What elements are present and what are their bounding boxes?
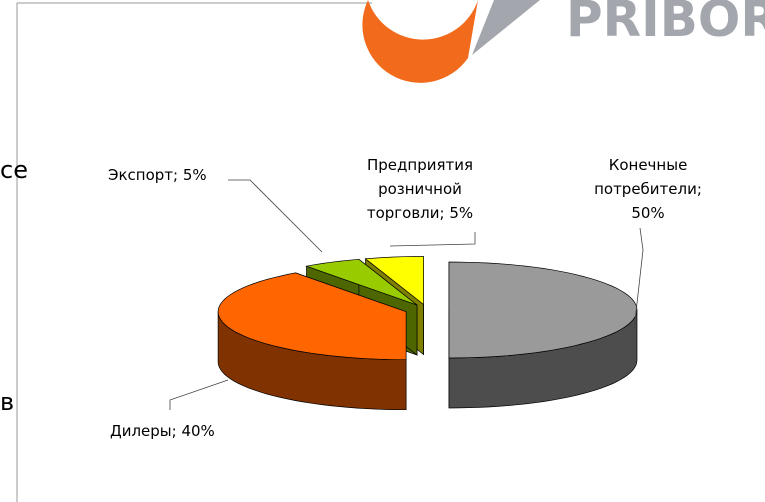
- labels: Конечные потребители; 50% Дилеры; 40% Экспор…: [108, 156, 702, 440]
- data-label: Предприятия: [367, 156, 473, 174]
- data-label: потребители;: [594, 180, 702, 198]
- logo-circle: [362, 0, 478, 83]
- slice-top: [305, 258, 418, 306]
- data-label: розничной: [378, 180, 462, 198]
- slice-top: [217, 272, 407, 361]
- leader-line: [169, 379, 229, 410]
- logo-text: PRIBOR: [566, 0, 765, 48]
- slice-top: [364, 256, 424, 306]
- slice-top: [448, 261, 638, 359]
- data-label: Дилеры; 40%: [110, 422, 215, 440]
- data-label: Экспорт; 5%: [108, 166, 207, 184]
- leader-line: [633, 227, 644, 331]
- fragment: се: [0, 156, 28, 184]
- fragment: в: [0, 388, 14, 416]
- data-label: 50%: [631, 204, 664, 222]
- leader-line: [389, 232, 476, 247]
- data-label: Конечные: [609, 156, 688, 174]
- logo-swoosh: [472, 0, 540, 55]
- leader-line: [228, 179, 323, 253]
- data-label: торговли; 5%: [367, 204, 473, 222]
- pie: [217, 256, 638, 411]
